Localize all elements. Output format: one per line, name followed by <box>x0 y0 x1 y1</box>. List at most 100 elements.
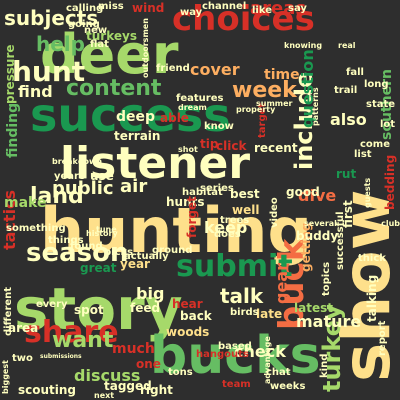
cloud-word: woods <box>166 325 210 339</box>
cloud-word: features <box>176 93 224 104</box>
cloud-word: latest <box>294 301 333 315</box>
cloud-word: trees <box>220 215 250 226</box>
cloud-word: success <box>30 88 231 142</box>
cloud-word: guests <box>363 177 372 208</box>
cloud-word: state <box>366 99 396 110</box>
cloud-word: able <box>160 111 189 125</box>
cloud-word: something <box>6 223 66 234</box>
cloud-word: buddy <box>296 229 339 243</box>
cloud-word: listener <box>60 138 251 189</box>
cloud-word: summer <box>256 99 293 108</box>
cloud-word: kind <box>319 353 330 378</box>
cloud-word: hunts <box>166 195 205 209</box>
cloud-word: rut <box>336 167 357 181</box>
cloud-word: every <box>36 299 68 310</box>
cloud-word: air <box>120 176 148 197</box>
cloud-word: shot <box>178 145 198 154</box>
cloud-word: hangouts <box>196 349 249 360</box>
cloud-word: tune <box>96 225 117 234</box>
cloud-word: much <box>112 341 155 357</box>
cloud-word: turkeys <box>86 29 137 43</box>
cloud-word: scouting <box>18 383 77 397</box>
cloud-word: wind <box>132 1 165 15</box>
cloud-word: check <box>234 342 286 361</box>
cloud-word: calling <box>66 3 104 14</box>
cloud-word: late <box>256 307 283 321</box>
cloud-word: area <box>8 321 39 335</box>
cloud-word: dive <box>298 186 337 205</box>
cloud-word: hear <box>172 297 203 311</box>
cloud-word: next <box>94 391 115 400</box>
cloud-word: gear <box>272 263 291 304</box>
cloud-word: make <box>4 195 47 211</box>
cloud-word: use <box>90 169 114 183</box>
cloud-word: share <box>24 315 119 350</box>
cloud-word: deep <box>116 109 156 125</box>
cloud-word: also <box>330 110 367 129</box>
cloud-word: going <box>68 19 100 30</box>
cloud-word: subjects <box>4 6 99 30</box>
cloud-word: come <box>360 139 390 150</box>
cloud-word: several <box>304 219 337 228</box>
cloud-word: weeks <box>270 381 306 392</box>
cloud-word: club <box>381 219 400 228</box>
cloud-word: cover <box>190 60 240 79</box>
cloud-word: one <box>136 357 161 371</box>
cloud-word: actually <box>124 251 169 262</box>
cloud-word: time <box>264 67 300 83</box>
cloud-word: submissions <box>40 353 82 360</box>
cloud-word: outdoorsmen <box>141 18 150 78</box>
cloud-word: discuss <box>74 366 141 385</box>
cloud-word: long <box>364 79 389 90</box>
cloud-word: ground <box>152 245 193 256</box>
cloud-word: choices <box>172 0 315 39</box>
cloud-word: chat <box>266 367 291 378</box>
cloud-word: help <box>36 32 85 56</box>
cloud-word: history <box>86 229 118 238</box>
cloud-word: content <box>66 76 162 101</box>
cloud-word: submit <box>176 249 293 284</box>
cloud-word: new <box>84 25 108 36</box>
cloud-word: deer <box>40 23 179 86</box>
cloud-word: areas <box>250 0 307 19</box>
cloud-word: team <box>222 379 251 390</box>
cloud-word: recent <box>254 141 298 155</box>
cloud-word: real <box>338 41 356 50</box>
cloud-word: patterns <box>311 87 320 126</box>
cloud-word: knowing <box>284 41 323 50</box>
cloud-word: birds <box>230 307 259 318</box>
cloud-word: feed <box>130 301 161 315</box>
cloud-word: finding <box>5 102 21 158</box>
cloud-word: found <box>70 241 103 252</box>
cloud-word: fall <box>346 67 364 78</box>
cloud-word: like <box>252 5 273 16</box>
cloud-word: big <box>136 284 165 303</box>
cloud-word: thick <box>358 253 386 264</box>
cloud-word: land <box>30 184 84 209</box>
cloud-word: week <box>232 78 297 103</box>
cloud-word: spot <box>74 303 104 317</box>
cloud-word: keep <box>204 218 248 237</box>
cloud-word: series <box>200 183 234 194</box>
cloud-word: trail <box>334 85 358 96</box>
cloud-word: forget <box>185 196 199 238</box>
cloud-word: talking <box>365 274 379 322</box>
cloud-word: year <box>120 257 150 271</box>
cloud-word: list <box>354 149 372 160</box>
cloud-word: channel <box>202 1 247 12</box>
cloud-word: know <box>204 121 234 132</box>
cloud-word: say <box>288 3 307 14</box>
cloud-word: report <box>377 320 388 356</box>
cloud-word: great <box>80 261 117 275</box>
cloud-word: tip <box>200 137 219 151</box>
cloud-word: based <box>218 341 252 352</box>
cloud-word: click <box>216 139 247 153</box>
cloud-word: successful <box>335 211 346 270</box>
cloud-word: way <box>180 7 203 18</box>
cloud-word: dream <box>178 103 207 112</box>
cloud-word: flat <box>90 39 109 50</box>
cloud-word: hunt <box>12 55 86 88</box>
cloud-word: well <box>232 203 260 217</box>
cloud-word: different <box>3 286 14 336</box>
